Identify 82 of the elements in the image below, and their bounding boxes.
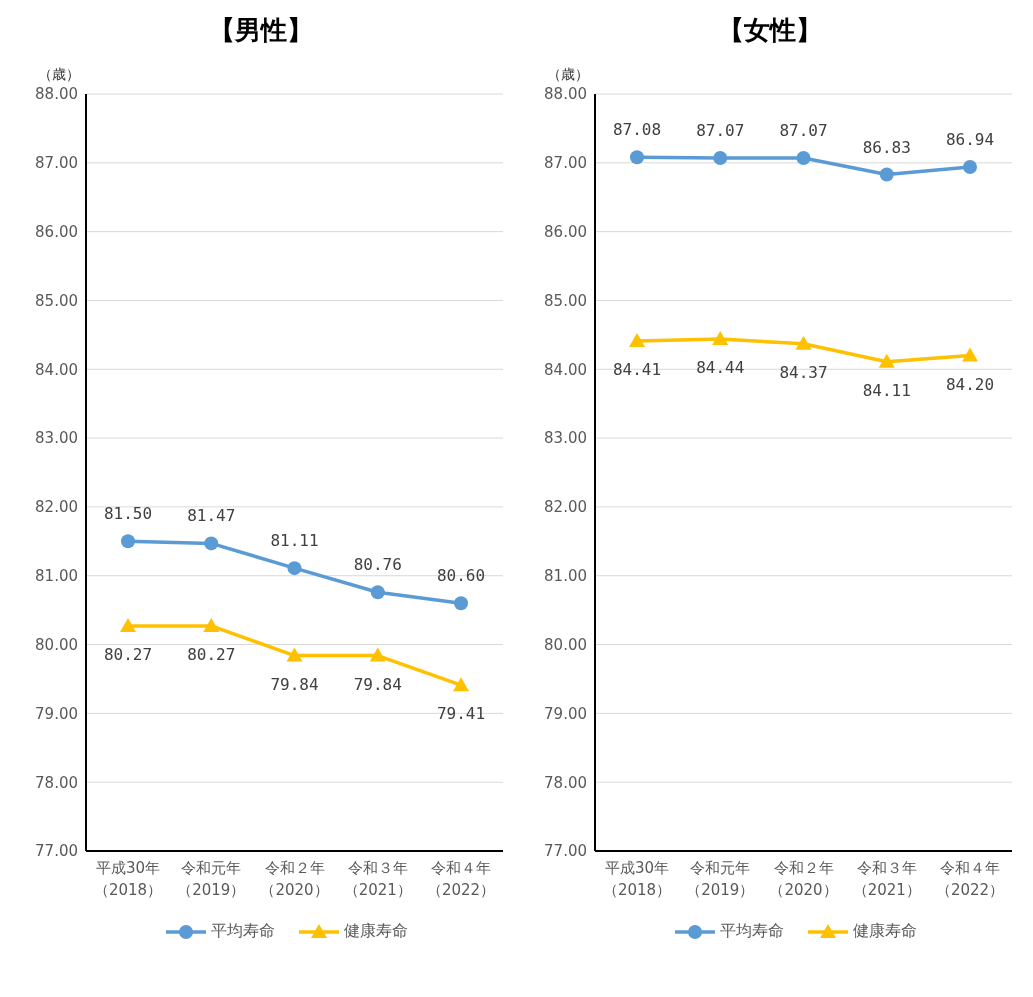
data-label: 79.84	[270, 674, 319, 694]
y-axis-title: （歳）	[38, 66, 80, 84]
point	[120, 617, 136, 632]
legend-label: 平均寿命	[719, 921, 784, 942]
x-tick-label: 令和２年（2020）	[769, 859, 838, 899]
y-tick-label: 80.00	[544, 635, 587, 654]
point	[204, 536, 219, 551]
data-label: 81.47	[187, 506, 236, 526]
point	[286, 647, 303, 662]
y-tick-label: 79.00	[35, 704, 78, 723]
y-tick-label: 87.00	[544, 154, 587, 173]
y-tick-label: 80.00	[35, 635, 78, 654]
y-tick-label: 77.00	[544, 842, 587, 861]
legend-label: 平均寿命	[210, 921, 275, 942]
point	[629, 333, 645, 348]
y-tick-label: 81.00	[35, 567, 78, 586]
y-tick-label: 82.00	[35, 498, 78, 517]
data-label: 81.50	[103, 504, 153, 524]
x-tick-label: 平成30年（2018）	[602, 859, 672, 899]
y-tick-label: 78.00	[35, 773, 78, 792]
point	[453, 677, 469, 692]
y-tick-label: 83.00	[35, 429, 78, 448]
data-label: 84.37	[779, 362, 828, 382]
data-label: 87.07	[779, 121, 828, 140]
point	[962, 347, 978, 362]
y-tick-label: 86.00	[544, 222, 587, 241]
y-tick-label: 84.00	[35, 360, 78, 379]
point	[713, 151, 728, 165]
data-label: 80.60	[436, 566, 486, 586]
y-tick-label: 86.00	[35, 222, 78, 241]
x-tick-label: 令和２年（2020）	[260, 859, 329, 899]
y-tick-label: 82.00	[544, 498, 587, 517]
y-tick-label: 77.00	[35, 842, 78, 861]
point	[796, 151, 811, 165]
point	[795, 335, 812, 350]
point	[370, 585, 385, 600]
point	[369, 647, 386, 662]
point	[712, 330, 729, 345]
data-label: 80.27	[187, 644, 236, 664]
y-tick-label: 88.00	[544, 85, 587, 104]
data-label: 87.07	[696, 121, 745, 140]
y-tick-label: 78.00	[544, 773, 587, 792]
y-axis-title: （歳）	[547, 66, 589, 84]
y-tick-label: 85.00	[544, 291, 587, 310]
data-label: 84.41	[612, 360, 662, 380]
data-label: 81.11	[270, 531, 319, 551]
point	[287, 561, 302, 576]
chart-title: 【男性】	[207, 14, 314, 47]
y-tick-label: 85.00	[35, 291, 78, 310]
legend-label: 健康寿命	[852, 921, 917, 942]
data-label: 86.94	[945, 129, 995, 149]
point	[879, 167, 894, 182]
x-tick-label: 令和元年（2019）	[686, 859, 755, 899]
x-tick-label: 令和４年（2022）	[426, 859, 496, 899]
data-label: 79.41	[436, 704, 486, 724]
data-label: 87.08	[612, 120, 662, 140]
x-tick-label: 令和元年（2019）	[177, 859, 246, 899]
y-tick-label: 87.00	[35, 154, 78, 173]
data-label: 84.11	[862, 380, 911, 400]
data-label: 80.27	[103, 644, 153, 664]
point	[121, 534, 135, 549]
x-tick-label: 平成30年（2018）	[93, 859, 163, 899]
x-tick-label: 令和３年（2021）	[343, 859, 412, 899]
data-label: 79.84	[353, 674, 402, 694]
data-label: 80.76	[353, 555, 402, 575]
data-label: 86.83	[862, 137, 911, 157]
y-tick-label: 79.00	[544, 704, 587, 723]
legend-label: 健康寿命	[343, 921, 408, 942]
point	[630, 150, 644, 165]
point	[454, 596, 468, 611]
data-label: 84.44	[696, 357, 745, 377]
y-tick-label: 88.00	[35, 85, 78, 104]
data-label: 84.20	[945, 374, 995, 394]
chart-title: 【女性】	[716, 14, 823, 47]
point	[963, 159, 977, 174]
point	[203, 617, 220, 632]
y-tick-label: 81.00	[544, 567, 587, 586]
point	[878, 353, 895, 368]
x-tick-label: 令和３年（2021）	[852, 859, 921, 899]
y-tick-label: 83.00	[544, 429, 587, 448]
y-tick-label: 84.00	[544, 360, 587, 379]
x-tick-label: 令和４年（2022）	[935, 859, 1005, 899]
